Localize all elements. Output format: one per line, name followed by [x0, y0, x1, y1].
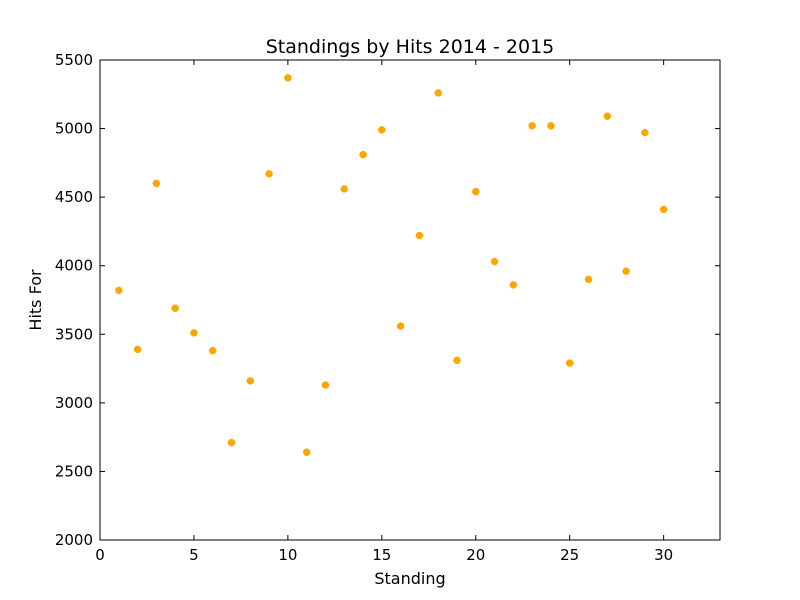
y-tick-label: 3500 — [55, 325, 93, 343]
data-point — [622, 267, 630, 275]
data-point — [378, 126, 386, 134]
y-tick-label: 4500 — [55, 188, 93, 206]
data-point — [302, 448, 311, 456]
data-point — [415, 231, 424, 240]
y-tick-label: 2500 — [55, 462, 93, 480]
data-point — [472, 187, 480, 196]
y-axis-label: Hits For — [26, 269, 45, 331]
data-point — [284, 74, 292, 82]
data-point — [528, 122, 536, 130]
data-point — [434, 89, 442, 97]
data-point — [359, 150, 367, 159]
x-tick-label: 0 — [95, 546, 105, 564]
data-point — [115, 286, 123, 295]
data-point — [208, 346, 217, 355]
data-point — [396, 322, 405, 330]
x-tick-label: 25 — [560, 546, 579, 564]
y-tick-label: 2000 — [55, 531, 93, 549]
x-tick-label: 30 — [654, 546, 673, 564]
x-tick-label: 5 — [189, 546, 199, 564]
x-tick-label: 15 — [372, 546, 391, 564]
x-axis-label: Standing — [374, 569, 445, 588]
y-tick-label: 4000 — [55, 257, 93, 275]
data-point — [133, 345, 142, 354]
data-point — [453, 356, 461, 365]
chart-title: Standings by Hits 2014 - 2015 — [266, 36, 555, 58]
data-point — [321, 381, 330, 389]
data-point — [340, 185, 348, 193]
data-point — [171, 304, 179, 312]
data-point — [603, 112, 612, 120]
data-point — [227, 438, 236, 447]
data-point — [659, 205, 668, 214]
data-point — [584, 275, 593, 284]
y-tick-label: 5500 — [55, 51, 93, 69]
y-tick-label: 3000 — [55, 394, 93, 412]
data-point — [152, 179, 161, 188]
data-point — [246, 377, 255, 385]
y-tick-label: 5000 — [55, 120, 93, 138]
x-tick-label: 20 — [466, 546, 485, 564]
data-point — [641, 128, 649, 137]
data-point — [509, 281, 518, 289]
plot-area-frame — [99, 59, 721, 541]
data-point — [490, 257, 499, 266]
data-point — [547, 122, 555, 130]
data-point — [265, 170, 273, 178]
data-points — [115, 74, 668, 456]
data-point — [190, 329, 198, 337]
data-point — [565, 359, 574, 367]
axis-ticks: 0 5 10 15 20 25 30 2000 2500 3000 3500 4000 4500 5000… — [55, 51, 720, 564]
x-tick-label: 10 — [278, 546, 297, 564]
